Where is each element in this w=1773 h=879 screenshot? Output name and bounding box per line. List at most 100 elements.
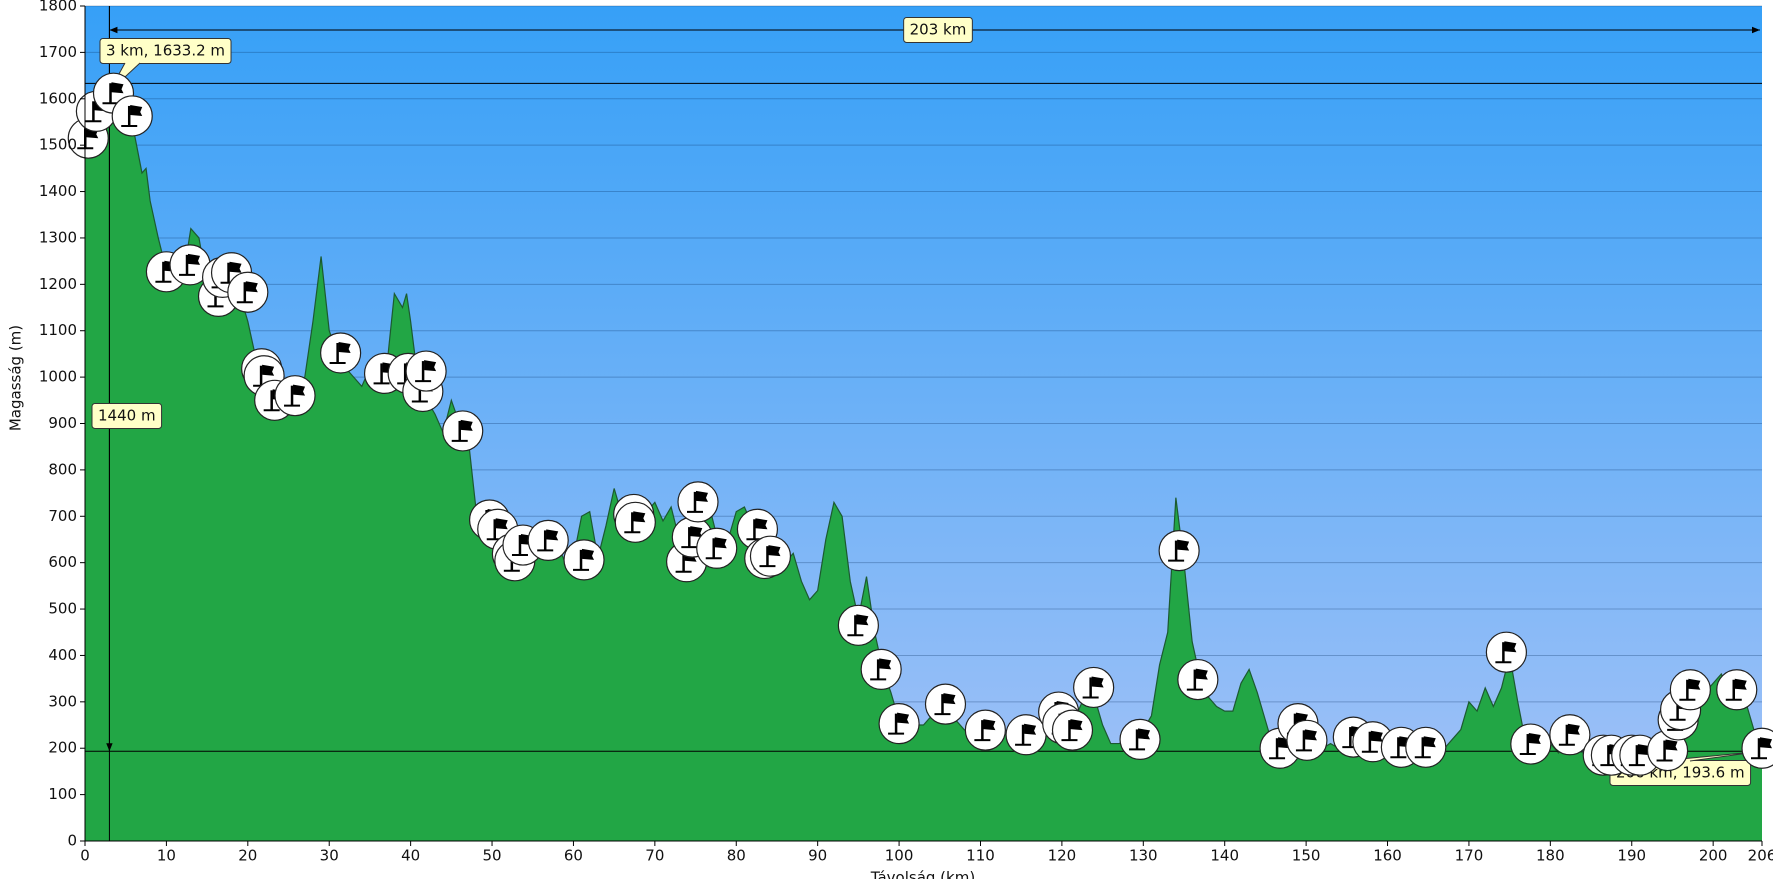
flag — [714, 537, 727, 549]
y-tick-label: 800 — [48, 460, 77, 478]
x-tick-label: 20 — [238, 847, 257, 865]
waypoint-circle — [1119, 718, 1161, 761]
y-tick-label: 1500 — [39, 136, 77, 154]
waypoint-circle — [1510, 723, 1552, 765]
flag — [1091, 676, 1104, 688]
y-tick-label: 500 — [48, 600, 77, 618]
flag — [1760, 737, 1772, 749]
waypoint-circle — [696, 527, 738, 569]
waypoint — [1286, 719, 1328, 761]
waypoint-circle — [1286, 719, 1328, 761]
x-tick-label: 80 — [727, 847, 746, 865]
waypoints — [67, 72, 1773, 776]
x-tick-label: 180 — [1536, 847, 1565, 865]
flag — [1138, 728, 1151, 740]
x-tick-label: 90 — [808, 847, 827, 865]
x-tick-label: 140 — [1210, 847, 1239, 865]
x-tick-label: 130 — [1129, 847, 1158, 865]
x-tick-label: 110 — [966, 847, 995, 865]
waypoint-circle — [320, 332, 362, 374]
waypoint — [1158, 530, 1200, 572]
waypoint-circle — [1177, 658, 1219, 701]
flag — [546, 529, 559, 541]
waypoint — [1741, 727, 1773, 769]
flag — [582, 548, 595, 560]
waypoint — [860, 648, 902, 690]
y-tick-label: 400 — [48, 646, 77, 664]
waypoint — [1005, 714, 1047, 756]
waypoint — [1646, 729, 1689, 772]
y-tick-label: 1000 — [39, 368, 77, 386]
waypoint-circle — [837, 604, 879, 646]
flag — [897, 712, 910, 724]
start-label-box — [99, 38, 232, 64]
y-tick-label: 1100 — [39, 321, 77, 339]
flag — [1423, 736, 1436, 748]
waypoint — [1177, 658, 1219, 701]
start-label: 3 km, 1633.2 m — [106, 42, 225, 60]
waypoint — [563, 539, 605, 581]
x-tick-label: 50 — [482, 847, 501, 865]
x-tick-label: 10 — [157, 847, 176, 865]
flag — [1024, 723, 1037, 735]
flag — [1637, 744, 1650, 756]
flag — [633, 511, 646, 523]
waypoint-circle — [527, 519, 569, 562]
y-tick-label: 1700 — [39, 43, 77, 61]
flag — [983, 719, 996, 731]
waypoint — [442, 410, 484, 452]
y-tick-label: 900 — [48, 414, 77, 432]
waypoint — [696, 527, 738, 569]
flag — [1177, 539, 1190, 551]
x-tick-label: 160 — [1373, 847, 1402, 865]
flag — [1567, 723, 1580, 735]
waypoint-circle — [274, 375, 316, 417]
waypoint-circle — [878, 703, 920, 745]
y-tick-label: 600 — [48, 553, 77, 571]
flag — [755, 518, 768, 530]
axes: 0100200300400500600700800900100011001200… — [39, 0, 1773, 865]
waypoint — [1549, 714, 1591, 756]
flag — [460, 419, 473, 431]
waypoint-circle — [1669, 669, 1711, 711]
y-tick-label: 1300 — [39, 228, 77, 246]
waypoint — [227, 271, 269, 313]
waypoint — [1119, 718, 1161, 761]
waypoint — [749, 535, 792, 577]
y-tick-label: 0 — [67, 832, 77, 850]
waypoint — [1669, 669, 1711, 711]
x-tick-label: 40 — [401, 847, 420, 865]
x-tick-label: 200 — [1699, 847, 1728, 865]
waypoint — [1485, 631, 1527, 673]
flag — [188, 253, 201, 265]
y-tick-label: 100 — [48, 785, 77, 803]
waypoint — [320, 332, 362, 374]
flag — [696, 490, 709, 502]
flag — [1370, 730, 1383, 742]
flag — [424, 360, 437, 372]
y-tick-label: 300 — [48, 692, 77, 710]
waypoint-circle — [1158, 530, 1200, 572]
x-tick-label: 70 — [645, 847, 664, 865]
flag — [1070, 719, 1083, 731]
x-tick-label: 100 — [885, 847, 914, 865]
y-tick-label: 200 — [48, 739, 77, 757]
x-tick-label: 170 — [1455, 847, 1484, 865]
elevation-label-box — [91, 403, 163, 429]
waypoint — [1051, 709, 1094, 751]
flag — [879, 658, 892, 670]
waypoint — [274, 375, 316, 417]
waypoint-circle — [1073, 666, 1115, 709]
waypoint — [527, 519, 569, 562]
elevation-label: 1440 m — [98, 407, 156, 425]
distance-label-group: 203 km — [903, 17, 973, 43]
start-label-group: 3 km, 1633.2 m — [99, 38, 232, 92]
x-tick-label: 150 — [1292, 847, 1321, 865]
flag — [293, 384, 306, 396]
waypoint-circle — [677, 481, 719, 523]
flag — [856, 614, 869, 626]
y-tick-label: 1800 — [39, 0, 77, 15]
flag — [1688, 678, 1701, 690]
flag — [1528, 733, 1541, 745]
